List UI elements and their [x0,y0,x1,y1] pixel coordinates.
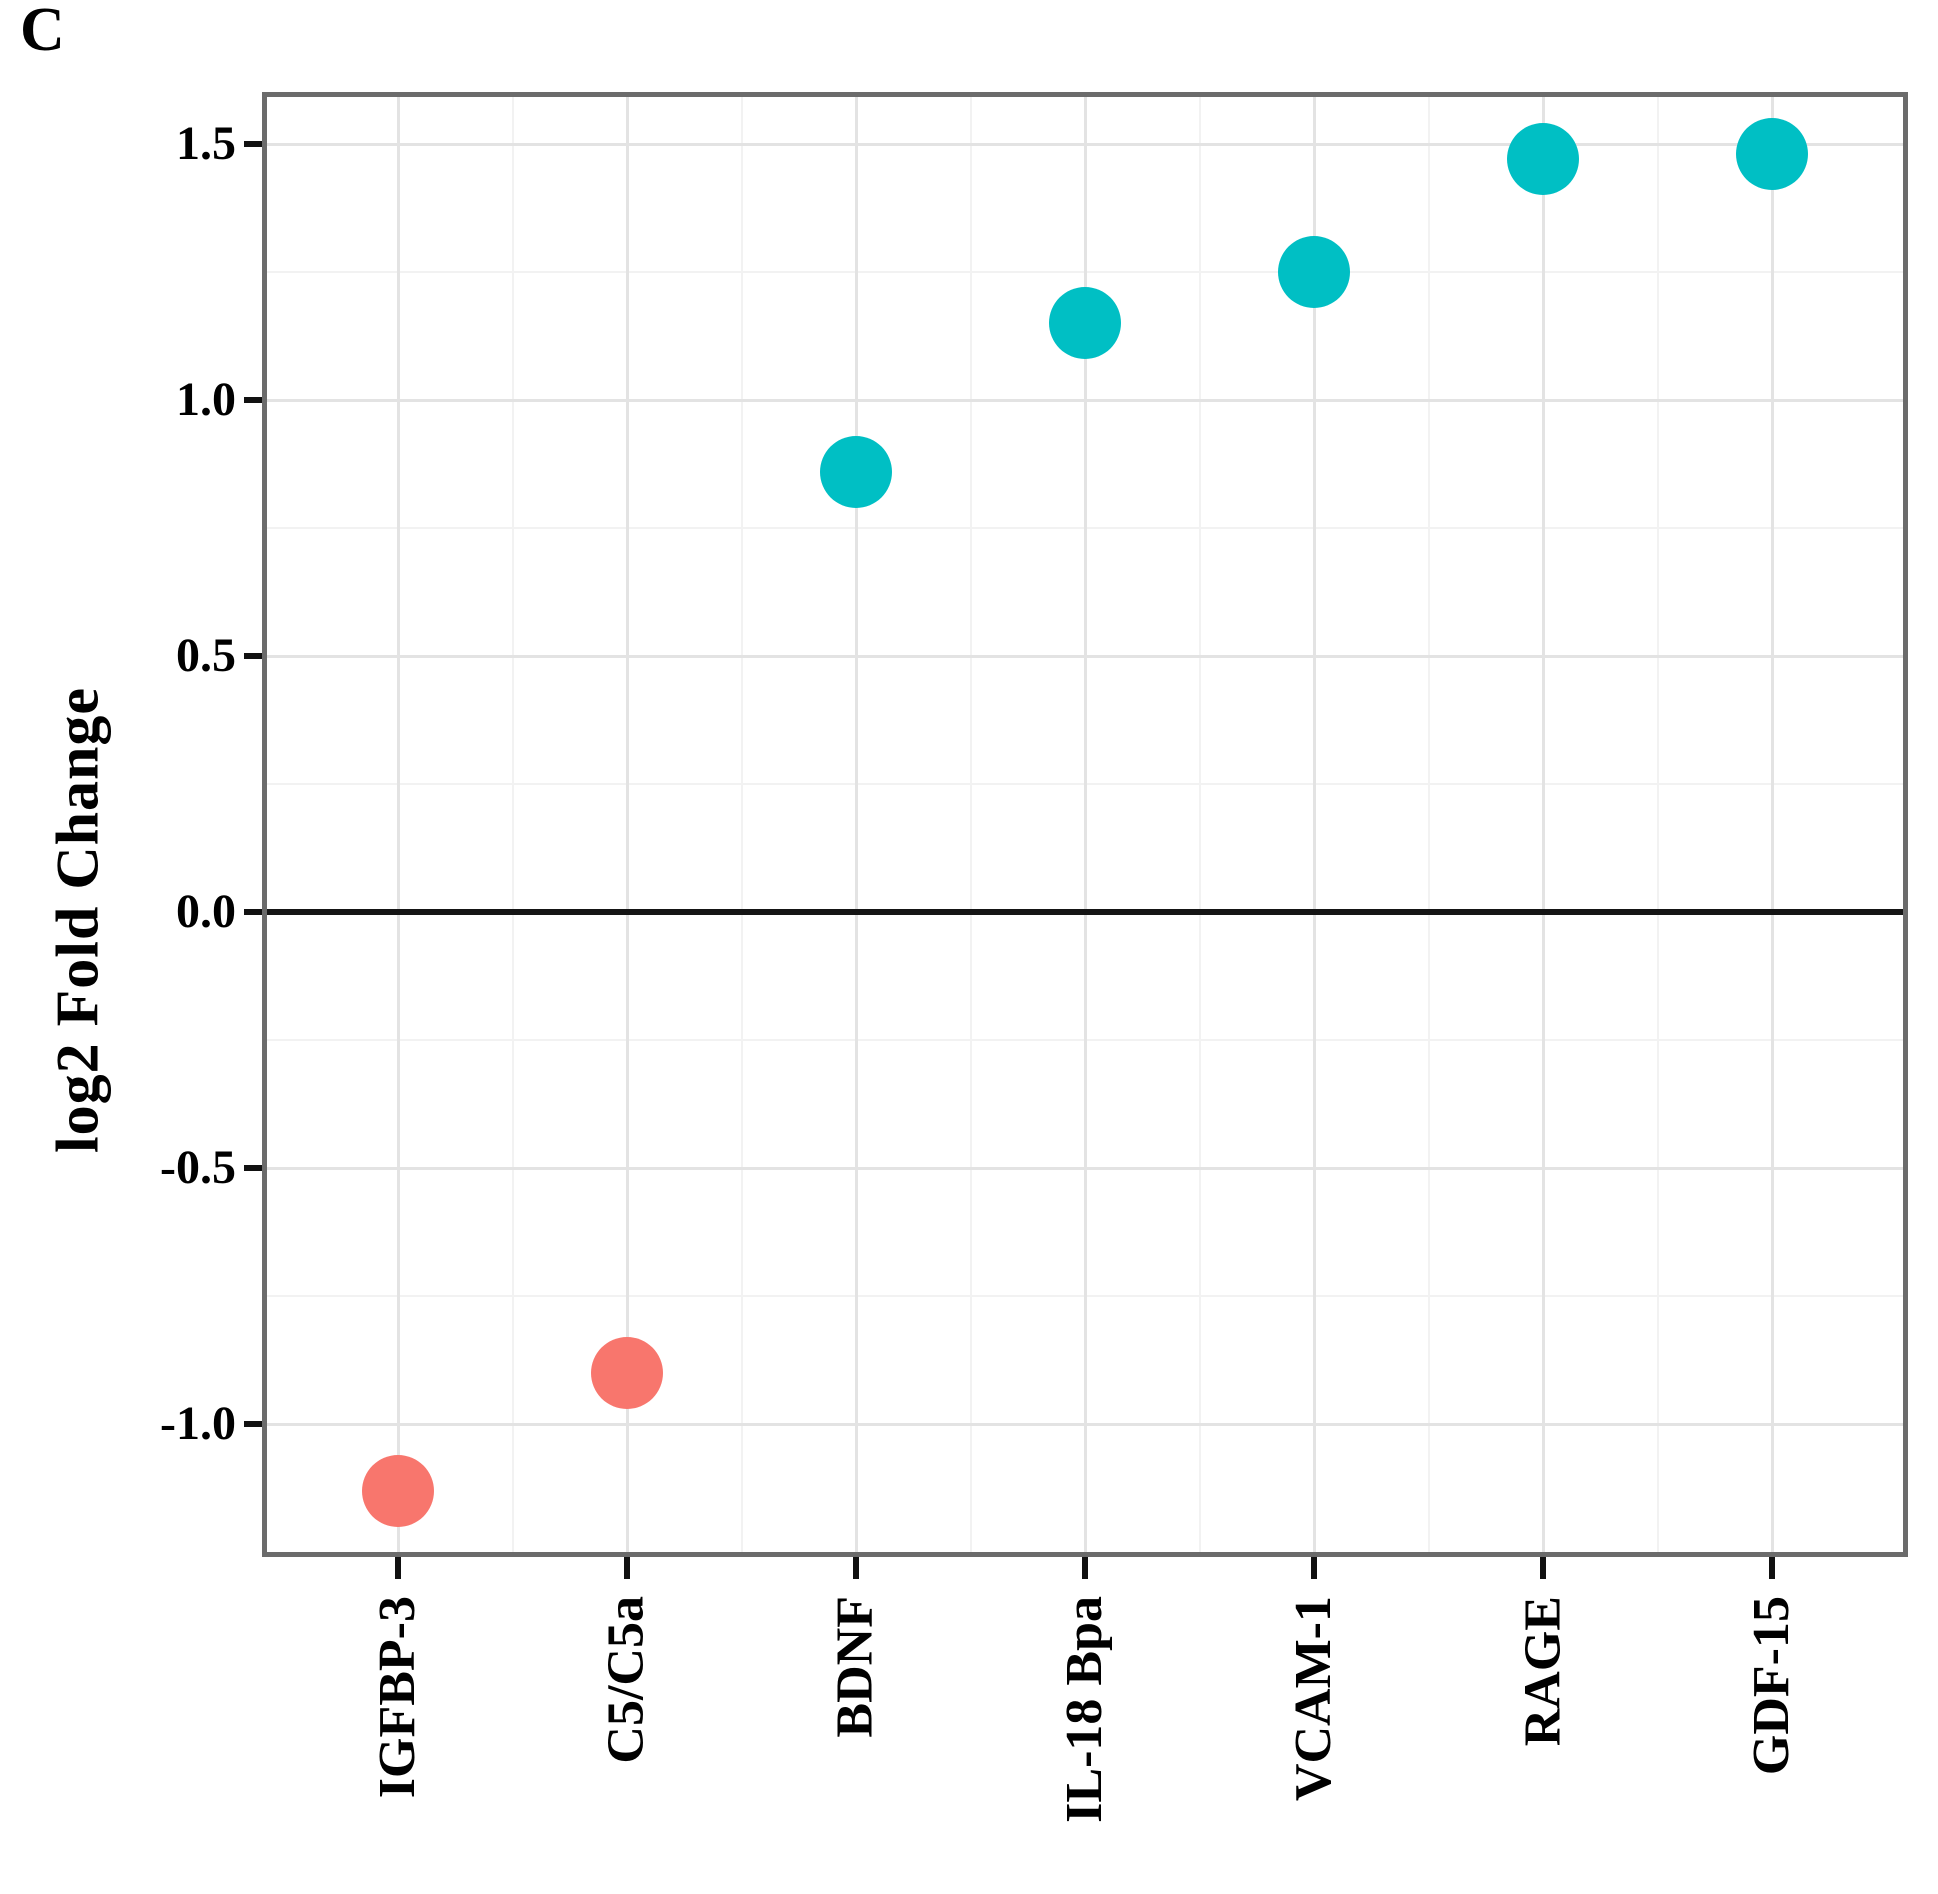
x-tick-label: RAGE [1514,1596,1571,1747]
y-tick-mark [244,653,262,659]
data-point-RAGE [1507,123,1579,196]
x-tick-mark [1082,1557,1088,1579]
x-tick-label: C5/C5a [598,1596,655,1764]
plot-panel [262,92,1908,1557]
y-tick-label: 0.5 [176,629,236,682]
y-tick-label: -0.5 [160,1141,236,1194]
gridline-minor-v [1427,92,1430,1557]
data-point-BDNF [820,435,892,508]
gridline-minor-v [1198,92,1201,1557]
data-point-IGFBP-3 [362,1454,434,1527]
gridline-major-v [397,92,400,1557]
x-tick-mark [395,1557,401,1579]
x-tick-label: IGFBP-3 [369,1596,426,1799]
gridline-minor-v [969,92,972,1557]
panel-letter: C [20,0,65,64]
gridline-major-v [1542,92,1545,1557]
y-tick-label: 0.0 [176,885,236,938]
y-tick-label: -1.0 [160,1397,236,1450]
gridline-minor-v [511,92,514,1557]
x-tick-label: IL-18 Bpa [1056,1596,1113,1823]
y-tick-mark [244,909,262,915]
gridline-major-v [626,92,629,1557]
data-point-GDF-15 [1736,118,1808,191]
y-tick-mark [244,141,262,147]
data-point-VCAM-1 [1278,236,1350,308]
x-tick-mark [1769,1557,1775,1579]
x-tick-label: BDNF [827,1596,884,1738]
x-tick-label: GDF-15 [1743,1596,1800,1776]
y-tick-mark [244,1421,262,1427]
data-point-C5-C5a [591,1336,663,1409]
y-tick-label: 1.5 [176,117,236,170]
gridline-minor-v [1656,92,1659,1557]
x-tick-mark [1311,1557,1317,1579]
gridline-major-v [855,92,858,1557]
y-tick-mark [244,1165,262,1171]
gridline-minor-v [740,92,743,1557]
gridline-major-v [1313,92,1316,1557]
gridline-major-v [1084,92,1087,1557]
zero-reference-line [262,909,1908,915]
data-point-IL-18-Bpa [1049,287,1121,360]
y-tick-mark [244,397,262,403]
x-tick-mark [853,1557,859,1579]
x-tick-mark [1540,1557,1546,1579]
y-tick-label: 1.0 [176,373,236,426]
x-tick-label: VCAM-1 [1285,1596,1342,1802]
x-tick-mark [624,1557,630,1579]
gridline-major-v [1771,92,1774,1557]
